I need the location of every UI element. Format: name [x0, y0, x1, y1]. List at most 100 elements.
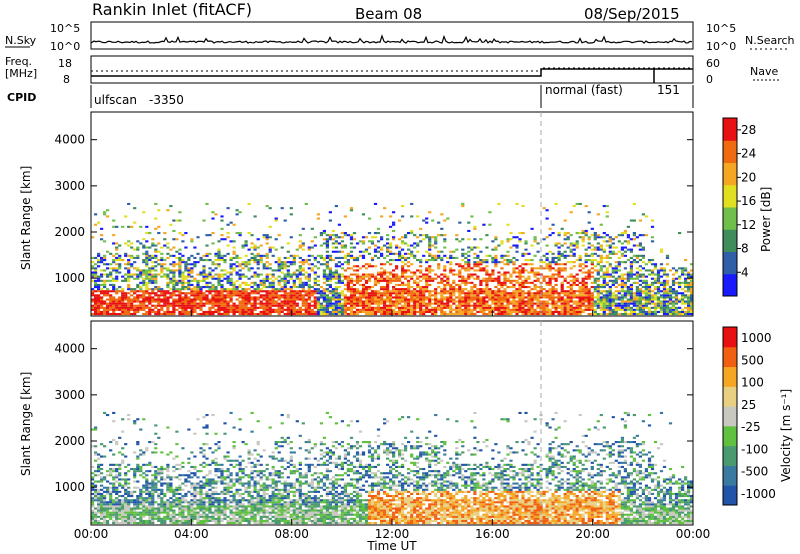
heatmap-cell — [593, 238, 597, 241]
heatmap-cell — [115, 468, 119, 471]
heatmap-cell — [518, 277, 522, 280]
heatmap-cell — [572, 275, 576, 278]
heatmap-cell — [259, 273, 263, 276]
heatmap-cell — [115, 470, 119, 473]
heatmap-cell — [235, 288, 239, 291]
heatmap-cell — [542, 310, 546, 313]
heatmap-cell — [404, 236, 408, 239]
heatmap-cell — [133, 306, 137, 309]
heatmap-cell — [241, 273, 245, 276]
heatmap-cell — [145, 246, 149, 249]
heatmap-cell — [644, 279, 648, 282]
heatmap-cell — [380, 248, 384, 251]
heatmap-cell — [355, 279, 360, 282]
heatmap-cell — [524, 242, 528, 245]
heatmap-cell — [256, 238, 260, 241]
heatmap-cell — [115, 252, 119, 255]
heatmap-cell — [373, 302, 378, 305]
heatmap-cell — [133, 221, 137, 224]
heatmap-cell — [223, 288, 227, 291]
heatmap-cell — [307, 304, 311, 307]
heatmap-cell — [611, 269, 615, 272]
heatmap-cell — [530, 267, 534, 270]
heatmap-cell — [434, 298, 438, 301]
heatmap-cell — [331, 310, 335, 313]
heatmap-cell — [178, 275, 182, 278]
heatmap-cell — [355, 256, 360, 259]
heatmap-cell — [118, 271, 122, 274]
heatmap-cell — [286, 281, 290, 284]
heatmap-cell — [151, 499, 155, 502]
heatmap-cell — [121, 292, 125, 295]
heatmap-cell — [452, 250, 456, 253]
heatmap-cell — [328, 283, 332, 286]
heatmap-cell — [376, 298, 381, 301]
heatmap-cell — [112, 490, 116, 493]
heatmap-cell — [208, 300, 212, 303]
heatmap-cell — [319, 292, 323, 295]
heatmap-cell — [106, 288, 110, 291]
heatmap-cell — [440, 288, 444, 291]
heatmap-cell — [407, 269, 411, 272]
heatmap-cell — [395, 259, 399, 262]
heatmap-cell — [136, 248, 140, 251]
heatmap-cell — [229, 259, 233, 262]
heatmap-cell — [518, 286, 522, 289]
heatmap-cell — [557, 269, 561, 272]
heatmap-cell — [647, 283, 652, 286]
heatmap-cell — [416, 286, 420, 289]
heatmap-cell — [518, 265, 522, 268]
heatmap-cell — [461, 290, 465, 293]
heatmap-cell — [118, 515, 122, 518]
heatmap-cell — [325, 313, 329, 316]
heatmap-cell — [220, 259, 224, 262]
heatmap-cell — [253, 248, 257, 251]
heatmap-cell — [319, 294, 323, 297]
heatmap-cell — [506, 296, 510, 299]
heatmap-cell — [587, 290, 591, 293]
heatmap-cell — [416, 304, 420, 307]
heatmap-cell — [187, 281, 191, 284]
heatmap-cell — [202, 265, 206, 268]
heatmap-cell — [425, 234, 429, 237]
heatmap-cell — [253, 246, 257, 249]
heatmap-cell — [160, 246, 164, 249]
heatmap-cell — [404, 313, 408, 316]
heatmap-cell — [376, 296, 381, 299]
heatmap-cell — [367, 246, 372, 249]
heatmap-cell — [587, 269, 591, 272]
heatmap-cell — [181, 286, 185, 289]
heatmap-cell — [97, 277, 101, 280]
colorbar-segment — [723, 273, 737, 297]
heatmap-cell — [229, 221, 233, 224]
heatmap-cell — [602, 236, 606, 239]
heatmap-cell — [328, 300, 332, 303]
heatmap-cell — [557, 246, 561, 249]
heatmap-cell — [446, 300, 450, 303]
heatmap-cell — [665, 294, 670, 297]
heatmap-cell — [100, 256, 104, 259]
heatmap-cell — [172, 313, 176, 316]
heatmap-cell — [166, 273, 170, 276]
heatmap-cell — [286, 292, 290, 295]
heatmap-cell — [542, 288, 546, 291]
heatmap-cell — [367, 265, 372, 268]
heatmap-cell — [316, 304, 320, 307]
heatmap-cell — [181, 281, 185, 284]
heatmap-cell — [449, 292, 453, 295]
heatmap-cell — [632, 238, 636, 241]
heatmap-cell — [241, 281, 245, 284]
heatmap-cell — [103, 294, 107, 297]
heatmap-cell — [476, 300, 480, 303]
heatmap-cell — [440, 213, 444, 216]
heatmap-cell — [295, 269, 299, 272]
heatmap-cell — [656, 281, 661, 284]
heatmap-cell — [560, 306, 564, 309]
heatmap-cell — [310, 304, 314, 307]
heatmap-cell — [404, 269, 408, 272]
heatmap-cell — [416, 283, 420, 286]
heatmap-cell — [455, 263, 459, 266]
heatmap-cell — [392, 292, 396, 295]
heatmap-cell — [364, 308, 369, 311]
heatmap-cell — [599, 308, 603, 311]
